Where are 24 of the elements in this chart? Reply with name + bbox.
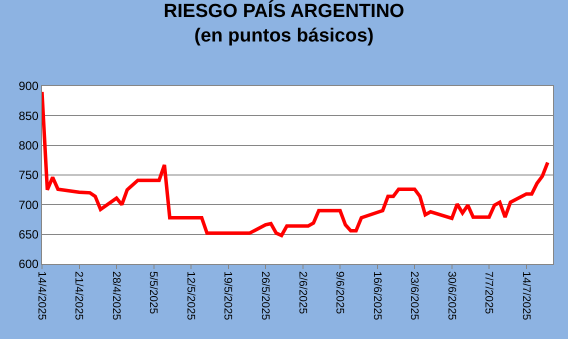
x-tick-label: 23/6/2025 (408, 271, 420, 320)
x-tick-label: 16/6/2025 (370, 271, 383, 320)
x-tick-label: 21/4/2025 (72, 271, 85, 320)
x-tick-label: 14/7/2025 (520, 271, 532, 320)
x-tick-label: 12/5/2025 (184, 271, 196, 320)
x-tick-label: 7/7/2025 (482, 271, 495, 314)
x-tick-label: 14/4/2025 (35, 271, 48, 320)
y-tick-label: 850 (18, 108, 39, 123)
chart-subtitle: (en puntos básicos) (194, 26, 374, 47)
y-tick-label: 900 (18, 79, 39, 94)
x-tick-label: 19/5/2025 (222, 271, 234, 320)
y-tick-label: 600 (18, 257, 39, 272)
x-tick-label: 9/6/2025 (334, 271, 346, 314)
x-tick-label: 2/6/2025 (296, 271, 308, 314)
x-tick-label: 28/4/2025 (110, 271, 122, 320)
y-tick-label: 700 (18, 198, 39, 212)
x-tick-label: 30/6/2025 (445, 271, 458, 320)
x-tick-label: 5/5/2025 (147, 271, 160, 314)
chart-title: RIESGO PAÍS ARGENTINO (164, 0, 404, 22)
y-tick-label: 800 (18, 138, 39, 153)
line-series (42, 90, 550, 238)
x-tick-label: 26/5/2025 (258, 271, 271, 320)
y-tick-label: 750 (18, 168, 39, 182)
y-tick-label: 650 (18, 228, 39, 242)
